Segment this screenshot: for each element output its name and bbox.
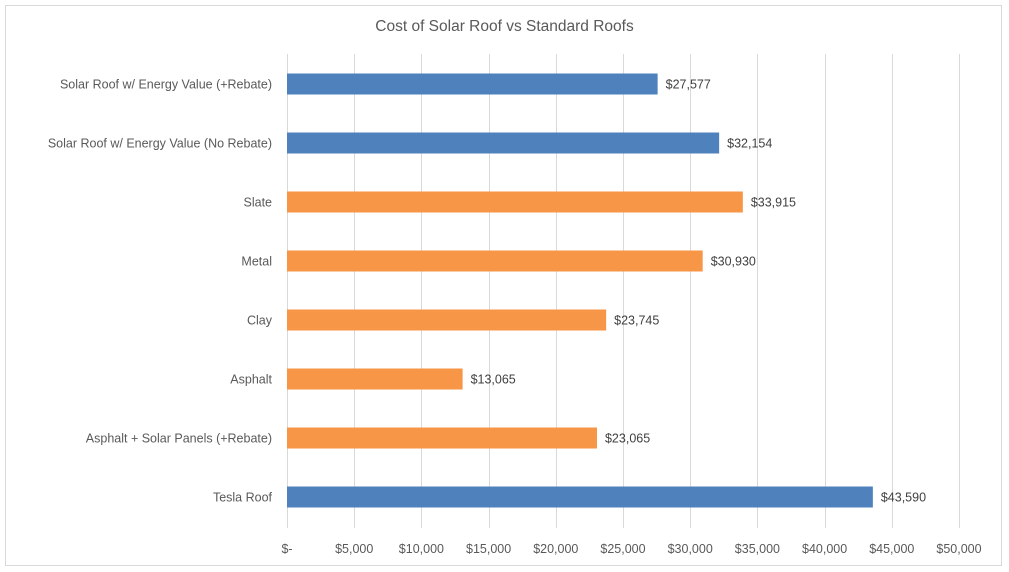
x-tick-label: $50,000 [936, 542, 981, 556]
x-tick-label: $5,000 [335, 542, 373, 556]
x-tick-label: $20,000 [533, 542, 578, 556]
x-tick-label: $45,000 [869, 542, 914, 556]
x-tick-label: $10,000 [399, 542, 444, 556]
bar [287, 250, 703, 272]
x-tick-label: $35,000 [735, 542, 780, 556]
x-tick-label: $30,000 [668, 542, 713, 556]
data-label: $43,590 [881, 491, 926, 505]
category-label: Asphalt + Solar Panels (+Rebate) [86, 432, 272, 446]
chart-title: Cost of Solar Roof vs Standard Roofs [375, 18, 634, 35]
x-tick-label: $25,000 [600, 542, 645, 556]
data-label: $13,065 [471, 373, 516, 387]
data-label: $30,930 [711, 255, 756, 269]
data-label: $23,065 [605, 432, 650, 446]
category-label: Asphalt [230, 373, 272, 387]
category-label: Slate [244, 196, 273, 210]
bar [287, 309, 607, 331]
x-tick-label: $40,000 [802, 542, 847, 556]
bar [287, 73, 658, 95]
category-label: Metal [241, 255, 272, 269]
bar [287, 132, 720, 154]
bar [287, 368, 463, 390]
bar [287, 191, 743, 213]
data-label: $32,154 [727, 137, 772, 151]
category-label: Solar Roof w/ Energy Value (No Rebate) [48, 137, 272, 151]
chart-area [5, 5, 1002, 566]
bar [287, 427, 597, 449]
category-label: Clay [247, 314, 273, 328]
category-label: Solar Roof w/ Energy Value (+Rebate) [60, 78, 272, 92]
x-tick-label: $- [281, 542, 292, 556]
data-label: $27,577 [666, 78, 711, 92]
category-label: Tesla Roof [213, 491, 273, 505]
bar [287, 486, 873, 508]
data-label: $33,915 [751, 196, 796, 210]
x-tick-label: $15,000 [466, 542, 511, 556]
data-label: $23,745 [614, 314, 659, 328]
